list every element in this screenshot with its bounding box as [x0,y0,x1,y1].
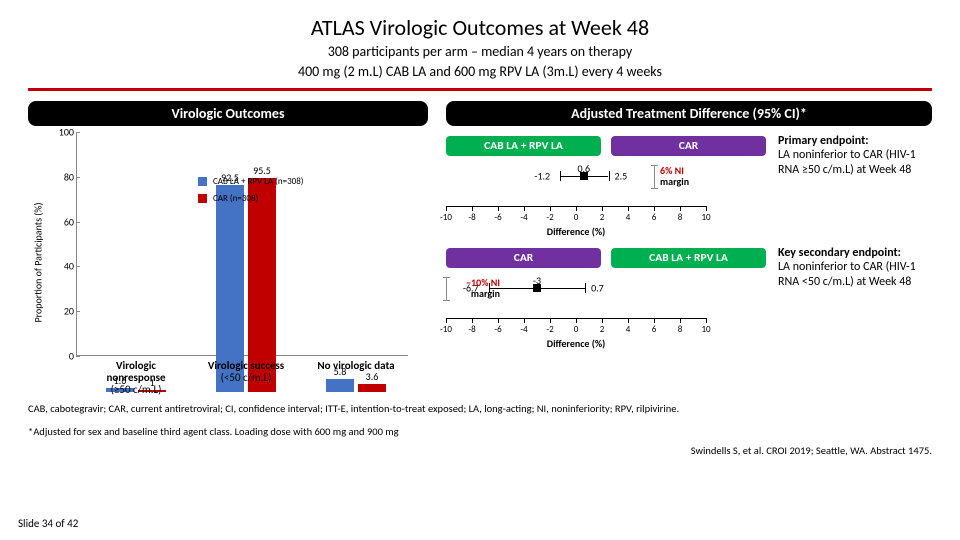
footnote-1: CAB, cabotegravir; CAR, current antiretr… [28,402,932,415]
secondary-endpoint-head: Key secondary endpoint: [778,246,932,260]
citation: Swindells S, et al. CROI 2019; Seattle, … [28,444,932,457]
page-title: ATLAS Virologic Outcomes at Week 48 [28,14,932,41]
footnote-2: *Adjusted for sex and baseline third age… [28,425,932,438]
primary-endpoint-body: LA noninferior to CAR (HIV-1 RNA ≥50 c/m… [778,148,932,177]
divider [28,88,932,91]
forest-plot-2: -3-6.70.7−10% NImargin-10-8-6-4-20246810… [446,270,766,348]
subtitle-1: 308 participants per arm – median 4 year… [28,43,932,61]
badge-cablarpv-2: CAB LA + RPV LA [611,248,766,268]
right-heading: Adjusted Treatment Difference (95% CI)* [446,101,932,126]
y-axis-label: Proportion of Participants (%) [32,202,45,322]
badge-car: CAR [611,136,766,156]
subtitle-2: 400 mg (2 m.L) CAB LA and 600 mg RPV LA … [28,63,932,81]
forest-plot-1: 0.6-1.22.56% NImargin-10-8-6-4-20246810D… [446,158,766,236]
bar-chart: 0204060801001.61Virologic nonresponse(≥5… [48,132,408,392]
badge-car-2: CAR [446,248,601,268]
primary-endpoint-head: Primary endpoint: [778,134,932,148]
badge-cablarpv: CAB LA + RPV LA [446,136,601,156]
left-heading: Virologic Outcomes [28,101,428,126]
secondary-endpoint-body: LA noninferior to CAR (HIV-1 RNA <50 c/m… [778,260,932,289]
slide-number: Slide 34 of 42 [18,517,78,530]
